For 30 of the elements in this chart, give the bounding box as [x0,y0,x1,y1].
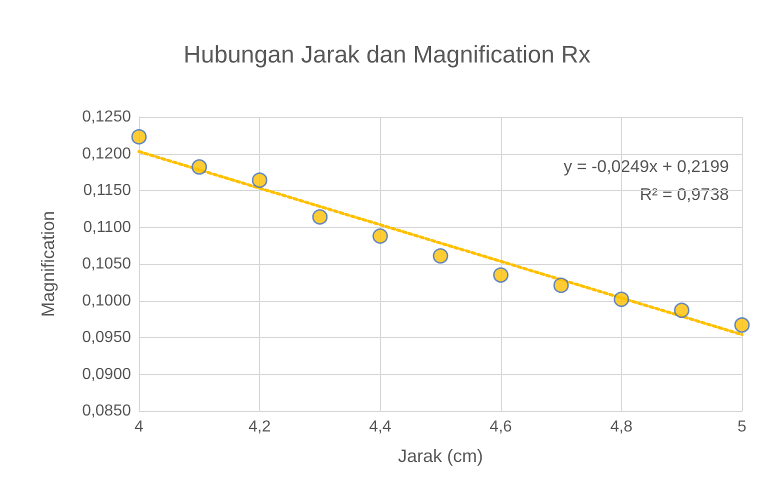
x-tick-label: 4,2 [248,418,271,436]
point [192,159,208,175]
y-tick-label: 0,1200 [82,145,132,162]
y-axis-title: Magnification [38,210,58,318]
x-tick-label: 5 [738,418,747,436]
y-tick-label: 0,0900 [82,366,132,383]
x-tick-label: 4 [134,418,144,436]
point [312,209,328,225]
y-tick-label: 0,1000 [82,292,132,310]
point [674,302,690,318]
point [734,317,750,333]
chart-title: Hubungan Jarak dan Magnification Rx [184,42,590,68]
x-tick-label: 4,6 [490,418,512,436]
y-tick-label: 0,0950 [82,329,132,346]
annotation: y = -0,0249x + 0,2199 [564,157,729,176]
point [131,129,147,145]
x-axis-title: Jarak (cm) [398,446,483,466]
y-tick-label: 0,1150 [83,182,132,199]
y-tick-label: 0,1250 [82,108,132,126]
y-tick-label: 0,1100 [83,218,132,236]
point [553,278,569,294]
y-tick-label: 0,0850 [82,402,132,420]
point [493,267,509,283]
point [432,248,448,264]
point [614,292,630,308]
x-tick-label: 4,4 [369,418,392,436]
y-tick-label: 0,1050 [82,256,132,272]
x-tick-label: 4,8 [610,418,633,436]
point [372,228,388,244]
point [252,172,268,188]
